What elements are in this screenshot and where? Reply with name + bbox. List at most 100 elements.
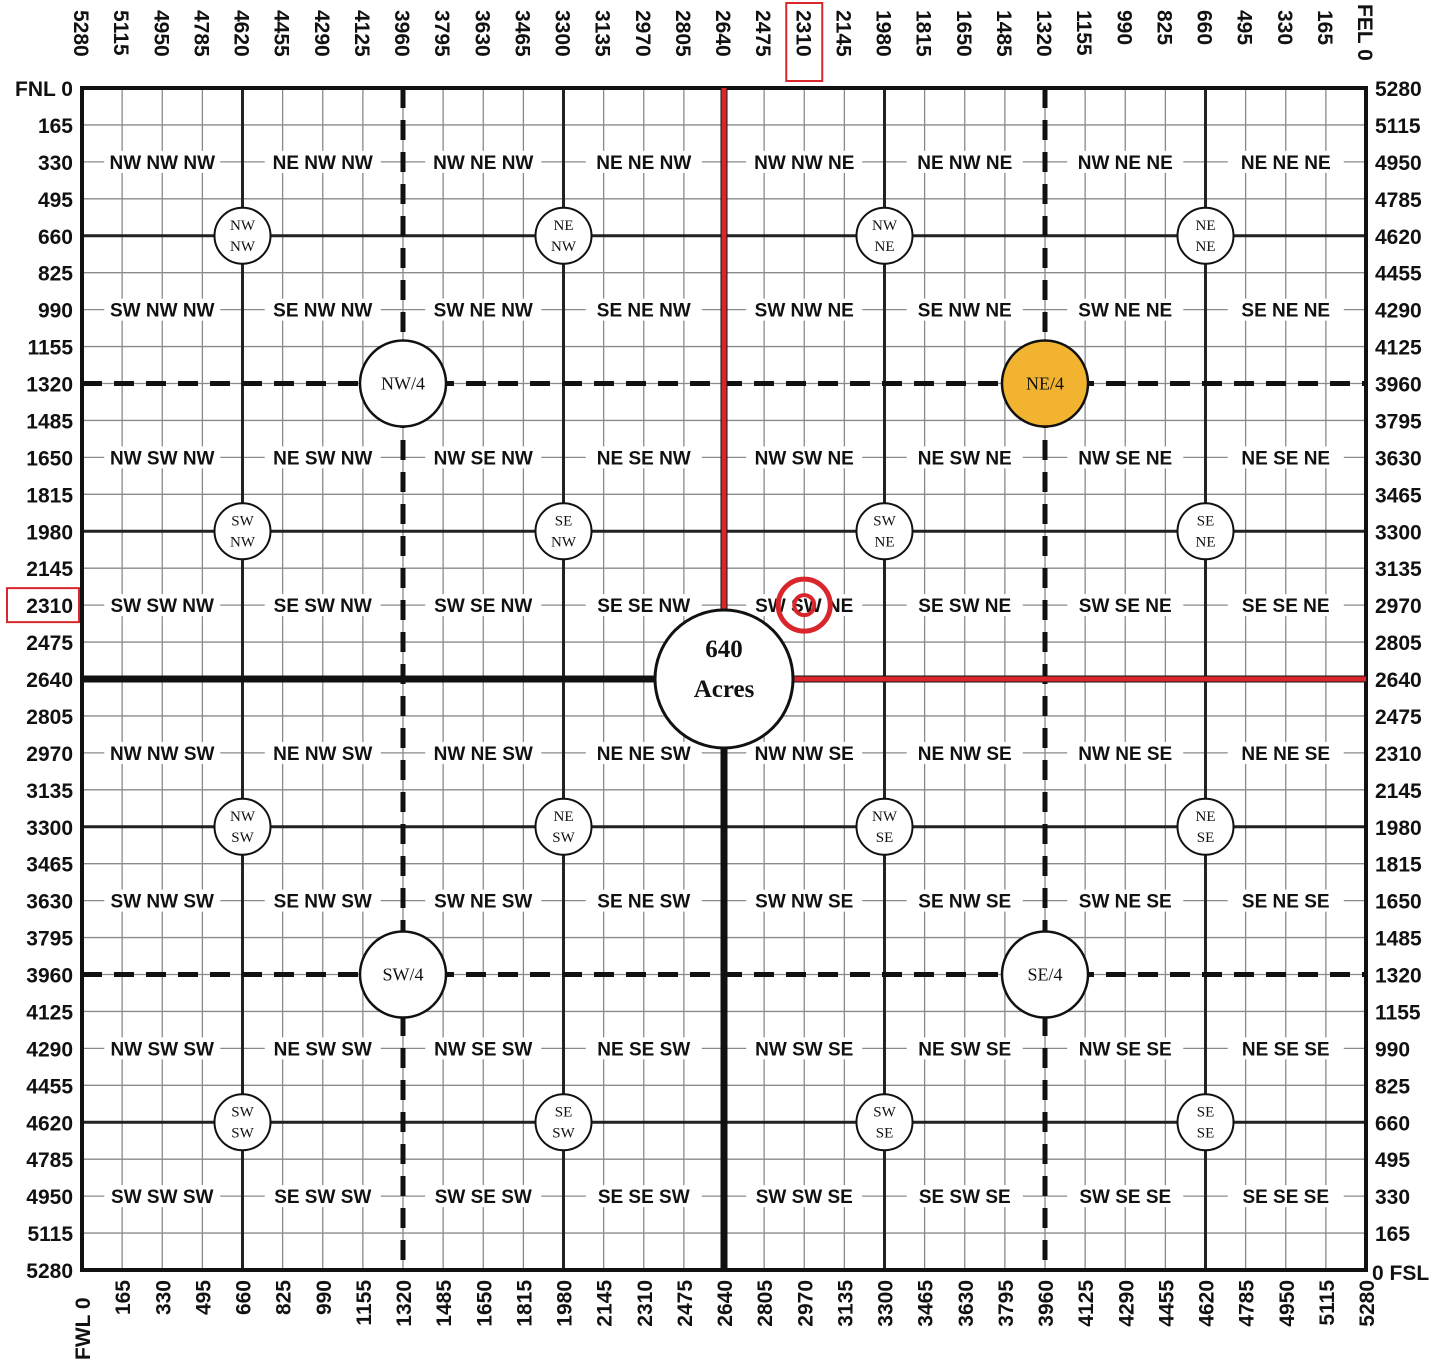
- qqq-label: NE NW SE: [918, 744, 1012, 765]
- qqq-label: NE SE SE: [1242, 1039, 1330, 1060]
- qqq-label: NW NE NW: [433, 153, 533, 174]
- bottom-tick-label: 1320: [393, 1280, 416, 1327]
- qq-circle: [213, 1093, 272, 1152]
- qq-circle-label-top: SE: [1197, 513, 1215, 529]
- quarter-circle: [1000, 930, 1090, 1019]
- qqq-label: NW SE NW: [434, 448, 533, 469]
- qq-circle-label-bottom: NE: [1196, 534, 1216, 550]
- qq-circle: [213, 502, 272, 561]
- qqq-label: SW SE NW: [434, 596, 532, 617]
- right-tick-label: 1320: [1375, 965, 1422, 988]
- bottom-tick-label: 3465: [915, 1280, 938, 1327]
- qq-circle-label-top: SW: [873, 1104, 896, 1120]
- top-tick-label: 4950: [149, 10, 172, 57]
- qqq-label-bg: [1067, 1037, 1184, 1060]
- qq-circle-label-top: SW: [231, 1104, 254, 1120]
- qqq-label: NW SE NE: [1078, 448, 1172, 469]
- bottom-tick-label: 4785: [1236, 1280, 1259, 1327]
- qqq-label: NW SW NW: [110, 448, 215, 469]
- qqq-label-bg: [104, 150, 221, 173]
- qqq-label-bg: [585, 298, 702, 321]
- qqq-label: NE NE NE: [1241, 153, 1331, 174]
- qqq-label-bg: [906, 1185, 1023, 1208]
- top-tick-label: 3795: [430, 10, 453, 57]
- qq-circle: [855, 1093, 914, 1152]
- right-tick-label: 1980: [1375, 817, 1422, 840]
- top-tick-label: 3630: [470, 10, 493, 57]
- right-tick-label: 2475: [1375, 706, 1422, 729]
- qqq-label-bg: [1227, 150, 1344, 173]
- qqq-label: SE SW NE: [918, 596, 1011, 617]
- right-tick-label: 1155: [1375, 1001, 1421, 1024]
- qq-circle-label-top: NW: [872, 218, 898, 234]
- qqq-label: SW NE NW: [434, 301, 533, 322]
- qqq-label: NW NW SW: [110, 744, 215, 765]
- bottom-tick-label: 495: [192, 1280, 215, 1315]
- bottom-tick-label: 2640: [714, 1280, 737, 1327]
- left-tick-label: 1155: [27, 337, 73, 360]
- qqq-label: SW NW NW: [110, 301, 215, 322]
- bottom-tick-label: 1980: [554, 1280, 577, 1327]
- right-tick-label: 825: [1375, 1075, 1410, 1098]
- quarter-circle-label: NE/4: [1026, 374, 1064, 394]
- qq-circle-label-bottom: NW: [551, 239, 577, 255]
- qqq-label: SW NE SW: [434, 892, 532, 913]
- top-tick-label: 2475: [751, 10, 774, 57]
- qqq-label: SW SW SE: [756, 1187, 853, 1208]
- qqq-label-bg: [585, 741, 702, 764]
- top-tick-label: 3135: [591, 10, 614, 57]
- qq-circle: [1176, 502, 1235, 561]
- qqq-label: NE NE SW: [597, 744, 691, 765]
- top-tick-label: 2640: [711, 10, 734, 57]
- qqq-label-bg: [1067, 298, 1184, 321]
- qq-circle: [534, 206, 593, 265]
- qqq-label: SE NW NW: [273, 301, 372, 322]
- qqq-labels: NW NW NW NE NW NW NW NE NW NE NE NW NW NW NE…: [104, 150, 1344, 1208]
- top-tick-label: 660: [1193, 10, 1216, 45]
- qqq-label: NW SW SW: [111, 1039, 214, 1060]
- qqq-label: NE NW SW: [273, 744, 372, 765]
- qqq-label: NW NE SW: [434, 744, 533, 765]
- right-tick-label: 990: [1375, 1038, 1410, 1061]
- qqq-label-bg: [425, 150, 542, 173]
- qqq-label-bg: [746, 594, 863, 617]
- bottom-tick-label: 2145: [594, 1280, 617, 1327]
- top-tick-label: 825: [1152, 10, 1175, 45]
- qq-circle-label-top: NW: [230, 218, 256, 234]
- qq-circle: [534, 797, 593, 856]
- qqq-label: SW NE SE: [1079, 892, 1172, 913]
- qq-circle-label-top: NE: [1196, 218, 1216, 234]
- qqq-label: SE SE SW: [598, 1187, 690, 1208]
- right-tick-label: 4125: [1375, 337, 1422, 360]
- qq-circle-label-top: SE: [555, 513, 573, 529]
- top-tick-label: 165: [1313, 10, 1336, 45]
- bottom-tick-label: 4125: [1075, 1280, 1098, 1327]
- qqq-label-bg: [1227, 889, 1344, 912]
- qqq-label-bg: [264, 150, 381, 173]
- quarter-circle-label: SW/4: [382, 965, 423, 985]
- qqq-label-bg: [104, 298, 221, 321]
- bottom-tick-label: 1485: [433, 1280, 456, 1327]
- bottom-tick-label: 1650: [473, 1280, 496, 1327]
- fel-label: FEL 0: [1353, 4, 1376, 61]
- qqq-label: NW NE SE: [1078, 744, 1172, 765]
- left-tick-label: 4950: [26, 1186, 73, 1209]
- top-tick-label: 330: [1273, 10, 1296, 45]
- left-tick-label: 1815: [26, 484, 73, 507]
- qqq-label: NW SE SW: [434, 1039, 532, 1060]
- axis-labels: 5280 5280 165 5115 5115 165 330 4950 4950 330 495 4…: [6, 2, 1429, 1360]
- top-tick-label: 2970: [631, 10, 654, 57]
- qqq-label: SE SE NW: [597, 596, 690, 617]
- qqq-label-bg: [1227, 298, 1344, 321]
- top-tick-label: 1815: [912, 10, 935, 57]
- quarter-circle: [358, 339, 448, 428]
- left-tick-label: 2310: [26, 595, 73, 618]
- qqq-label-bg: [746, 298, 863, 321]
- qqq-label: SE SW NW: [274, 596, 372, 617]
- qq-circle: [855, 797, 914, 856]
- qqq-label: NE NE SE: [1241, 744, 1330, 765]
- left-tick-label: 1320: [26, 374, 73, 397]
- qqq-label: SW NW NE: [755, 301, 854, 322]
- right-tick-label: 4290: [1375, 300, 1422, 323]
